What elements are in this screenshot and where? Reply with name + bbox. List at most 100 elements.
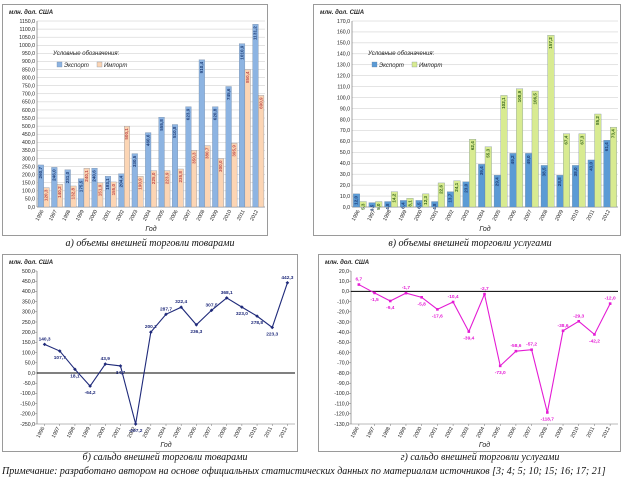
data-label: 43,9 xyxy=(101,356,111,362)
bar-value-label: 67,4 xyxy=(564,135,569,144)
legend-item: Экспорт xyxy=(379,63,404,69)
y-tick-label: 20,0 xyxy=(339,269,349,275)
y-tick-label: 300,0 xyxy=(22,310,35,316)
data-label: -17,6 xyxy=(432,313,443,319)
bar-value-label: 102,1 xyxy=(501,97,506,109)
y-tick-label: 1100,0 xyxy=(20,27,36,33)
x-tick-label: 2001 xyxy=(102,209,113,222)
x-tick-label: 2010 xyxy=(570,209,581,222)
y-tick-label: 0,0 xyxy=(343,205,350,211)
data-point xyxy=(57,349,62,353)
bar-value-label: 231,0 xyxy=(65,171,70,183)
bar-value-label: 745,6 xyxy=(226,88,231,100)
y-tick-label: -130,0 xyxy=(334,422,349,428)
x-tick-label: 2012 xyxy=(249,209,260,222)
x-tick-label: 2002 xyxy=(127,426,138,439)
x-axis-label: Год xyxy=(160,441,171,449)
data-label: -39,4 xyxy=(463,336,474,342)
y-tick-label: 400,0 xyxy=(22,140,35,146)
bar-value-label: 260,7 xyxy=(38,167,43,179)
data-point xyxy=(194,322,199,327)
x-tick-label: 1999 xyxy=(75,209,86,222)
bar-import xyxy=(231,142,238,208)
y-tick-label: -50,0 xyxy=(23,381,35,387)
y-tick-label: 80,0 xyxy=(340,117,350,123)
x-tick-label: 1997 xyxy=(367,209,378,222)
y-tick-label: 450,0 xyxy=(22,279,35,285)
bar-value-label: 5,0 xyxy=(376,203,381,210)
bar-import xyxy=(258,95,265,208)
bar-value-label: 61,4 xyxy=(604,142,609,151)
x-tick-label: 1997 xyxy=(366,426,377,439)
y-tick-label: 350,0 xyxy=(22,148,35,154)
bar-import xyxy=(164,170,171,208)
x-tick-label: 2010 xyxy=(248,426,259,439)
data-point xyxy=(388,299,392,303)
data-label: 442,3 xyxy=(281,275,293,281)
y-tick-label: 600,0 xyxy=(22,108,35,114)
bar-value-label: 240,1 xyxy=(84,170,89,182)
y-tick-label: 450,0 xyxy=(22,132,35,138)
legend-swatch xyxy=(56,61,63,68)
bar-value-label: 4,8 xyxy=(385,203,390,210)
x-tick-label: 2005 xyxy=(155,209,166,222)
data-label: -57,2 xyxy=(526,342,537,348)
y-tick-label: 400,0 xyxy=(22,289,35,295)
bar-value-label: 555,8 xyxy=(159,119,164,131)
bar-value-label: 22,6 xyxy=(439,184,444,193)
x-tick-label: 2007 xyxy=(182,209,193,222)
y-tick-label: 150,0 xyxy=(337,41,350,47)
y-tick-label: -90,0 xyxy=(337,381,349,387)
unit-label: млн. дол. США xyxy=(325,260,369,266)
bar-export xyxy=(198,59,205,208)
x-tick-label: 2004 xyxy=(142,209,153,222)
bar-import xyxy=(390,191,398,208)
data-label: 322,4 xyxy=(175,299,187,305)
x-tick-label: 2004 xyxy=(157,426,168,439)
data-label: 278,8 xyxy=(251,320,263,326)
bar-import xyxy=(191,150,198,208)
y-tick-label: 150,0 xyxy=(22,340,35,346)
y-tick-label: 300,0 xyxy=(22,156,35,162)
y-tick-label: 50,0 xyxy=(25,361,35,367)
bar-value-label: 5,3 xyxy=(360,203,365,210)
x-tick-label: 2001 xyxy=(428,426,439,439)
y-tick-label: -80,0 xyxy=(337,371,349,377)
y-tick-label: 650,0 xyxy=(22,100,35,106)
chart-svg: млн. дол. США 0,0 50,0 100,0 150,0 200,0 250,0… xyxy=(9,10,265,233)
y-tick-label: 150,0 xyxy=(22,181,35,187)
series-line xyxy=(358,284,611,413)
y-tick-label: -120,0 xyxy=(334,412,349,418)
bar-import xyxy=(422,193,430,208)
bar-export xyxy=(145,132,152,208)
data-label: 236,3 xyxy=(190,329,202,335)
data-label: 287,7 xyxy=(160,306,172,312)
bar-value-label: 6,5 xyxy=(416,202,421,209)
bar-value-label: 12,3 xyxy=(423,195,428,204)
bar-import xyxy=(610,126,617,208)
x-tick-label: 2012 xyxy=(601,209,612,222)
source-note: Примечание: разработано автором на основ… xyxy=(2,466,606,477)
x-tick-label: 2008 xyxy=(218,426,229,439)
bar-import xyxy=(406,198,414,208)
x-tick-label: 2009 xyxy=(554,209,565,222)
data-label: -1,7 xyxy=(402,285,411,291)
data-point xyxy=(133,422,138,426)
chart-svg: млн. дол. США -130,0 -120,0 -110,0 -100,0 -90… xyxy=(325,260,618,449)
y-tick-label: 50,0 xyxy=(25,197,35,203)
y-tick-label: 550,0 xyxy=(22,116,35,122)
x-tick-label: 1998 xyxy=(381,426,392,439)
legend-swatch xyxy=(411,61,418,68)
y-tick-label: 20,0 xyxy=(340,183,350,189)
data-label: 34,7 xyxy=(116,370,126,376)
bar-value-label: 4,8 xyxy=(432,203,437,210)
bar-import xyxy=(500,95,508,208)
bar-import xyxy=(563,133,570,208)
chart-svg: млн. дол. США -250,0 -200,0 -150,0 -100,0 -50… xyxy=(9,260,295,449)
data-label: -10,4 xyxy=(448,294,459,300)
x-axis-label: Год xyxy=(479,225,490,233)
bar-value-label: 28,8 xyxy=(557,177,562,186)
x-tick-label: 2002 xyxy=(445,209,456,222)
x-tick-label: 2010 xyxy=(223,209,234,222)
bar-value-label: 12,0 xyxy=(354,195,359,204)
